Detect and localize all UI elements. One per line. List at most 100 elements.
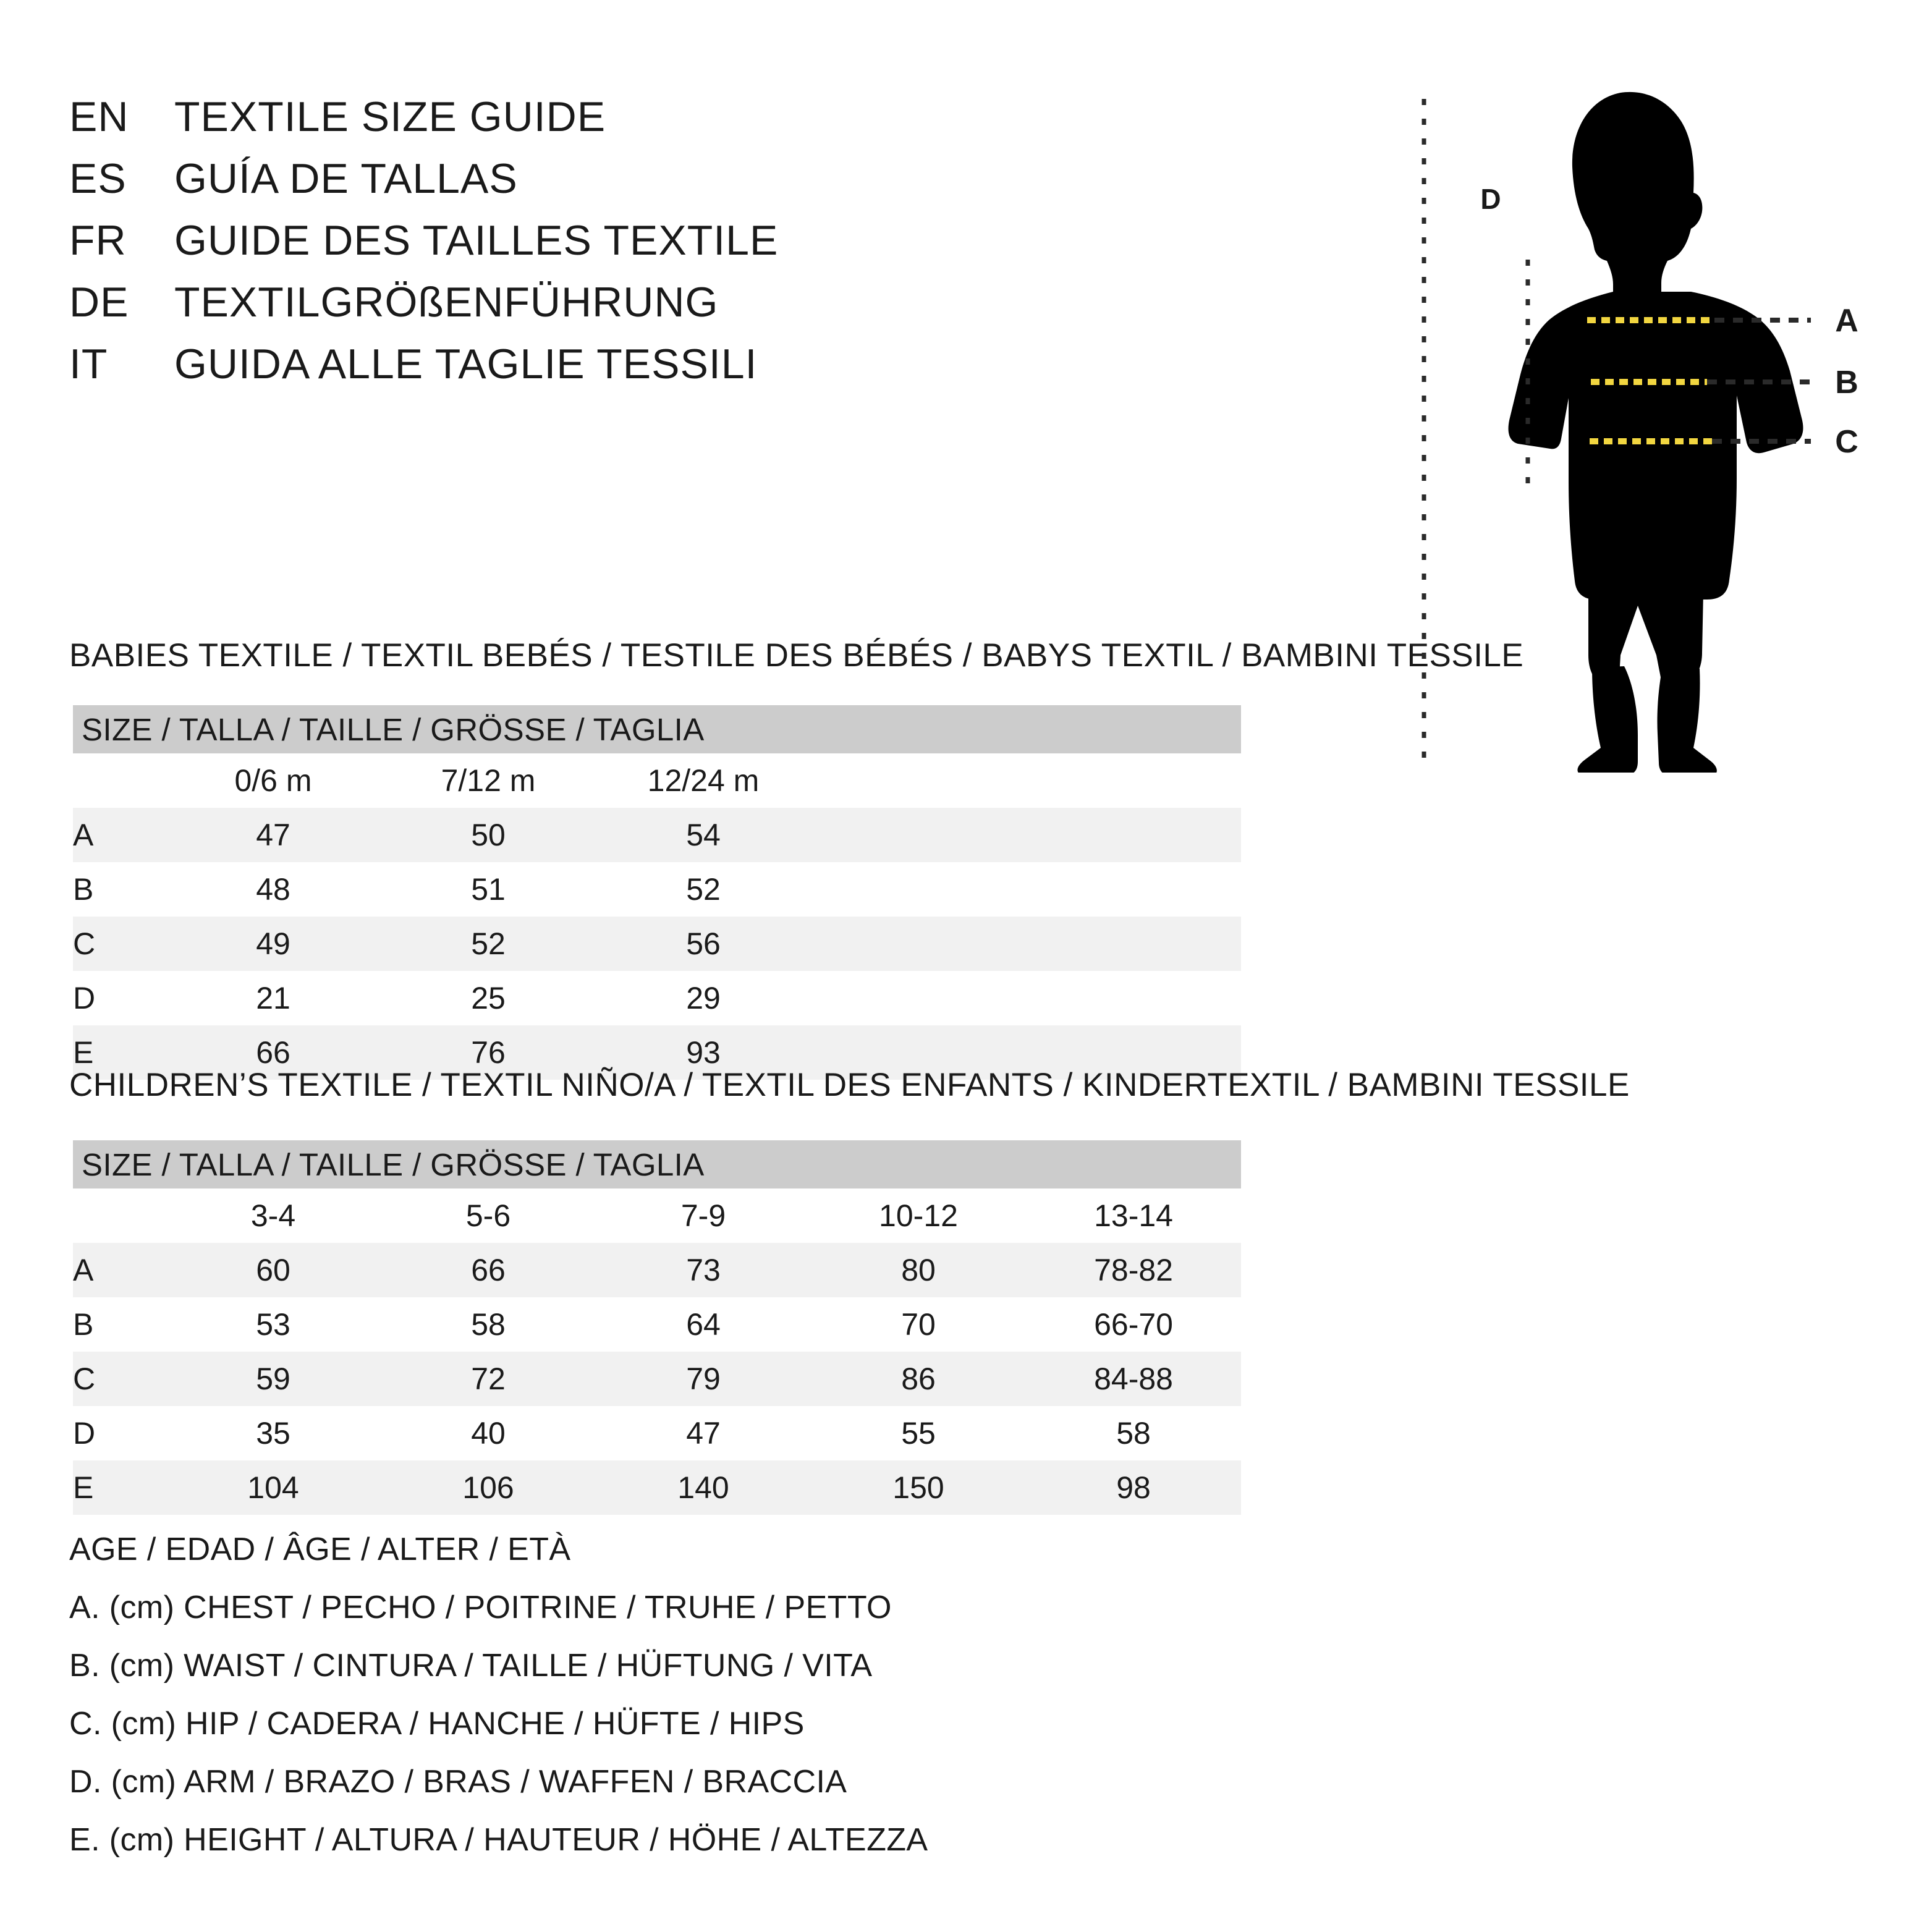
language-title-de: TEXTILGRÖßENFÜHRUNG <box>174 279 719 326</box>
table-row: C 49 52 56 <box>73 917 1241 971</box>
children-cell-b-3: 70 <box>901 1307 936 1342</box>
figure-label-d: D <box>1480 183 1501 215</box>
children-col-header-2: 7-9 <box>596 1188 811 1243</box>
babies-cell-c-pad <box>811 917 1241 971</box>
babies-col-header-1: 7/12 m <box>381 753 596 808</box>
children-size-table: SIZE / TALLA / TAILLE / GRÖSSE / TAGLIA … <box>73 1140 1242 1515</box>
babies-band-label: SIZE / TALLA / TAILLE / GRÖSSE / TAGLIA <box>73 705 1241 753</box>
children-cell-c-3: 86 <box>811 1352 1026 1406</box>
language-title-list: EN TEXTILE SIZE GUIDE ES GUÍA DE TALLAS … <box>69 93 1244 402</box>
table-row: B 53 58 64 70 66-70 <box>73 1297 1241 1352</box>
children-cell-a-4: 78-82 <box>1026 1243 1242 1297</box>
babies-cell-b-0: 48 <box>256 872 290 907</box>
figure-label-b: B <box>1835 365 1858 400</box>
table-row: D 21 25 29 <box>73 971 1241 1025</box>
babies-row-label-e: E <box>73 1025 166 1080</box>
babies-section-heading: BABIES TEXTILE / TEXTIL BEBÉS / TESTILE … <box>69 637 1524 674</box>
children-cell-c-4: 84-88 <box>1026 1352 1242 1406</box>
children-cell-b-2: 64 <box>686 1307 721 1342</box>
children-cell-b-0: 53 <box>256 1307 290 1342</box>
babies-cell-e-1: 76 <box>381 1025 596 1080</box>
children-col-header-3: 10-12 <box>811 1188 1026 1243</box>
table-row: A 47 50 54 <box>73 808 1241 862</box>
children-cell-a-2: 73 <box>596 1243 811 1297</box>
babies-col-header-pad <box>811 753 1241 808</box>
language-title-es: GUÍA DE TALLAS <box>174 155 518 202</box>
child-silhouette-icon <box>1508 91 1803 773</box>
table-row: E 104 106 140 150 98 <box>73 1460 1242 1515</box>
legend-line-waist: B. (cm) WAIST / CINTURA / TAILLE / HÜFTU… <box>69 1648 873 1684</box>
table-row: E 66 76 93 <box>73 1025 1241 1080</box>
language-code-fr: FR <box>69 217 127 264</box>
children-cell-c-0: 59 <box>166 1352 381 1406</box>
babies-cell-a-0: 47 <box>166 808 381 862</box>
children-cell-b-1: 58 <box>471 1307 506 1342</box>
language-code-de: DE <box>69 279 129 326</box>
table-row: A 60 66 73 80 78-82 <box>73 1243 1242 1297</box>
legend-line-chest: A. (cm) CHEST / PECHO / POITRINE / TRUHE… <box>69 1590 892 1625</box>
language-row-de: DE TEXTILGRÖßENFÜHRUNG <box>69 278 1244 340</box>
children-cell-d-1: 40 <box>471 1416 506 1451</box>
measurement-legend: AGE / EDAD / ÂGE / ALTER / ETÀ A. (cm) C… <box>69 1520 1305 1869</box>
table-row: B 48 51 52 <box>73 862 1241 917</box>
babies-cell-c-1: 52 <box>381 917 596 971</box>
babies-row-label-d: D <box>73 981 96 1015</box>
language-code-it: IT <box>69 341 108 388</box>
language-row-it: IT GUIDA ALLE TAGLIE TESSILI <box>69 340 1244 402</box>
children-cell-e-1: 106 <box>381 1460 596 1515</box>
babies-size-table: SIZE / TALLA / TAILLE / GRÖSSE / TAGLIA … <box>73 705 1241 1080</box>
children-row-label-b: B <box>73 1307 94 1342</box>
babies-row-label-b: B <box>73 872 94 907</box>
children-column-header-row: 3-4 5-6 7-9 10-12 13-14 <box>73 1188 1242 1243</box>
babies-cell-d-0: 21 <box>256 981 290 1015</box>
children-cell-e-4: 98 <box>1026 1460 1242 1515</box>
legend-line-hip: C. (cm) HIP / CADERA / HANCHE / HÜFTE / … <box>69 1706 805 1742</box>
legend-line-age: AGE / EDAD / ÂGE / ALTER / ETÀ <box>69 1532 571 1567</box>
children-cell-d-2: 47 <box>686 1416 721 1451</box>
children-section-heading: CHILDREN’S TEXTILE / TEXTIL NIÑO/A / TEX… <box>69 1067 1630 1103</box>
children-cell-c-2: 79 <box>596 1352 811 1406</box>
children-corner-cell <box>73 1188 166 1243</box>
children-cell-a-3: 80 <box>811 1243 1026 1297</box>
language-title-fr: GUIDE DES TAILLES TEXTILE <box>174 217 779 264</box>
children-row-label-a: A <box>73 1243 166 1297</box>
children-cell-a-0: 60 <box>166 1243 381 1297</box>
body-measurement-diagram: E D A B C <box>1403 74 1897 773</box>
children-col-header-4: 13-14 <box>1026 1188 1242 1243</box>
children-cell-e-2: 140 <box>596 1460 811 1515</box>
babies-cell-d-pad <box>811 971 1241 1025</box>
language-title-it: GUIDA ALLE TAGLIE TESSILI <box>174 341 758 388</box>
babies-cell-b-2: 52 <box>686 872 721 907</box>
language-row-en: EN TEXTILE SIZE GUIDE <box>69 93 1244 155</box>
language-row-fr: FR GUIDE DES TAILLES TEXTILE <box>69 216 1244 278</box>
children-cell-b-4: 66-70 <box>1094 1307 1173 1342</box>
language-row-es: ES GUÍA DE TALLAS <box>69 155 1244 216</box>
babies-row-label-c: C <box>73 917 166 971</box>
language-code-es: ES <box>69 155 127 202</box>
babies-cell-c-2: 56 <box>596 917 811 971</box>
babies-cell-a-pad <box>811 808 1241 862</box>
children-band-row: SIZE / TALLA / TAILLE / GRÖSSE / TAGLIA <box>73 1140 1242 1188</box>
babies-cell-c-0: 49 <box>166 917 381 971</box>
babies-cell-b-1: 51 <box>471 872 506 907</box>
babies-cell-d-1: 25 <box>471 981 506 1015</box>
babies-cell-d-2: 29 <box>686 981 721 1015</box>
babies-cell-b-pad <box>811 862 1241 917</box>
children-row-label-e: E <box>73 1460 166 1515</box>
children-band-label: SIZE / TALLA / TAILLE / GRÖSSE / TAGLIA <box>73 1140 1242 1188</box>
babies-cell-e-0: 66 <box>166 1025 381 1080</box>
babies-col-header-0: 0/6 m <box>166 753 381 808</box>
table-row: D 35 40 47 55 58 <box>73 1406 1241 1460</box>
children-row-label-d: D <box>73 1416 96 1451</box>
figure-label-c: C <box>1835 424 1858 460</box>
babies-column-header-row: 0/6 m 7/12 m 12/24 m <box>73 753 1241 808</box>
children-col-header-0: 3-4 <box>166 1188 381 1243</box>
legend-line-height: E. (cm) HEIGHT / ALTURA / HAUTEUR / HÖHE… <box>69 1822 928 1858</box>
babies-cell-e-pad <box>811 1025 1241 1080</box>
children-cell-d-3: 55 <box>901 1416 936 1451</box>
figure-label-a: A <box>1835 303 1858 339</box>
children-cell-e-0: 104 <box>166 1460 381 1515</box>
babies-cell-a-2: 54 <box>596 808 811 862</box>
babies-cell-e-2: 93 <box>596 1025 811 1080</box>
children-cell-a-1: 66 <box>381 1243 596 1297</box>
